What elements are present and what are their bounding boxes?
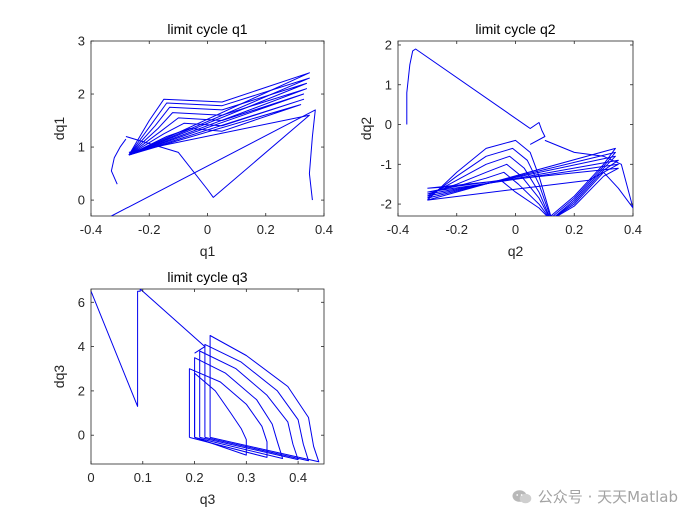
chart2-series-group bbox=[91, 289, 320, 463]
chart2-ylabel: dq3 bbox=[51, 365, 67, 389]
chart0-ytick-label-3: 3 bbox=[78, 34, 85, 49]
chart0-title: limit cycle q1 bbox=[167, 21, 247, 37]
chart1-ytick-label-0: -2 bbox=[380, 197, 392, 212]
chart2-ytick-label-1: 2 bbox=[78, 383, 85, 398]
chart2-series-3 bbox=[199, 350, 299, 461]
subplot-q1: -0.4 -0.2 0 0.2 0.4 0 1 2 3 limit cycle q1 q1 dq1 bbox=[51, 21, 333, 259]
chart1-xlabel: q2 bbox=[508, 243, 524, 259]
chart1-ytick-label-4: 2 bbox=[385, 37, 392, 52]
chart2-xtick-label-0: 0 bbox=[87, 470, 94, 485]
chart2-xtick-label-1: 0.1 bbox=[134, 470, 152, 485]
chart1-ytick-label-3: 1 bbox=[385, 77, 392, 92]
chart0-ytick-label-2: 2 bbox=[78, 87, 85, 102]
chart2-series-5 bbox=[188, 368, 268, 458]
chart2-xlabel: q3 bbox=[200, 491, 216, 507]
chart0-series-0 bbox=[110, 138, 127, 185]
chart0-series-5 bbox=[128, 82, 307, 156]
chart0-axes-frame bbox=[90, 40, 325, 217]
chart1-xtick-label-1: -0.2 bbox=[446, 222, 468, 237]
chart0-series-group bbox=[110, 72, 316, 216]
chart1-xtick-label-4: 0.4 bbox=[624, 222, 642, 237]
chart1-xtick-label-2: 0 bbox=[512, 222, 519, 237]
chart2-xtick-label-3: 0.3 bbox=[237, 470, 255, 485]
chart0-series-9 bbox=[128, 104, 302, 156]
chart2-series-2 bbox=[204, 343, 309, 462]
chart2-series-6 bbox=[194, 372, 247, 456]
chart1-series-5 bbox=[427, 159, 619, 216]
chart1-xtick-label-0: -0.4 bbox=[387, 222, 409, 237]
watermark: 公众号 · 天天Matlab bbox=[512, 486, 678, 507]
chart0-series-8 bbox=[128, 98, 305, 156]
chart2-xtick-label-2: 0.2 bbox=[186, 470, 204, 485]
chart0-series-7 bbox=[128, 93, 305, 156]
watermark-text: 公众号 · 天天Matlab bbox=[537, 488, 678, 506]
subplot-q2: -0.4 -0.2 0 0.2 0.4 -2 -1 0 1 2 limit cycle q2 q2 dq… bbox=[358, 21, 642, 259]
chart2-series-1 bbox=[209, 335, 320, 463]
chart0-xtick-label-4: 0.4 bbox=[315, 222, 333, 237]
chart2-title: limit cycle q3 bbox=[167, 269, 247, 285]
chart0-ytick-label-1: 1 bbox=[78, 140, 85, 155]
chart1-ytick-label-2: 0 bbox=[385, 117, 392, 132]
chart2-series-4 bbox=[194, 357, 284, 459]
chart1-series-4 bbox=[427, 155, 616, 216]
chart1-ylabel: dq2 bbox=[358, 117, 374, 141]
chart1-ytick-label-1: -1 bbox=[380, 157, 392, 172]
chart0-ytick-label-0: 0 bbox=[78, 193, 85, 208]
chart0-xlabel: q1 bbox=[200, 243, 216, 259]
subplot-q3: 0 0.1 0.2 0.3 0.4 0 2 4 6 limit cycle q3 q3 dq3 bbox=[51, 269, 325, 507]
chart0-xtick-label-3: 0.2 bbox=[257, 222, 275, 237]
chart0-series-3 bbox=[128, 72, 310, 156]
chart1-series-0 bbox=[406, 48, 546, 145]
chart0-xtick-label-2: 0 bbox=[204, 222, 211, 237]
chart1-xtick-label-3: 0.2 bbox=[565, 222, 583, 237]
chart0-xtick-label-1: -0.2 bbox=[138, 222, 160, 237]
chart1-series-group bbox=[406, 48, 633, 216]
chart0-ylabel: dq1 bbox=[51, 117, 67, 141]
chart0-series-1 bbox=[111, 109, 316, 216]
chart2-ytick-label-2: 4 bbox=[78, 339, 85, 354]
chart0-series-6 bbox=[128, 88, 307, 156]
chart1-title: limit cycle q2 bbox=[475, 21, 555, 37]
chart1-axes-frame bbox=[397, 40, 634, 217]
chart0-series-2 bbox=[125, 114, 310, 198]
chart0-xtick-label-0: -0.4 bbox=[80, 222, 102, 237]
chart2-xtick-label-4: 0.4 bbox=[289, 470, 307, 485]
chart1-series-7 bbox=[427, 167, 619, 216]
wechat-icon bbox=[512, 489, 532, 503]
chart1-series-3 bbox=[427, 147, 616, 216]
chart2-ytick-label-3: 6 bbox=[78, 295, 85, 310]
chart2-ytick-label-0: 0 bbox=[78, 428, 85, 443]
chart0-series-4 bbox=[128, 77, 310, 156]
